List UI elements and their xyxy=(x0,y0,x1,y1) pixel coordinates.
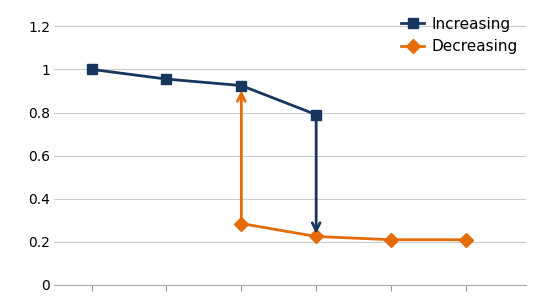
Increasing xyxy=(313,113,319,116)
Decreasing xyxy=(313,235,319,238)
Decreasing xyxy=(388,238,394,242)
Line: Increasing: Increasing xyxy=(87,64,321,119)
Legend: Increasing, Decreasing: Increasing, Decreasing xyxy=(401,16,518,54)
Decreasing xyxy=(238,222,244,225)
Increasing xyxy=(163,77,170,81)
Increasing xyxy=(238,84,244,87)
Increasing xyxy=(88,68,95,71)
Decreasing xyxy=(463,238,469,242)
Line: Decreasing: Decreasing xyxy=(236,219,470,244)
